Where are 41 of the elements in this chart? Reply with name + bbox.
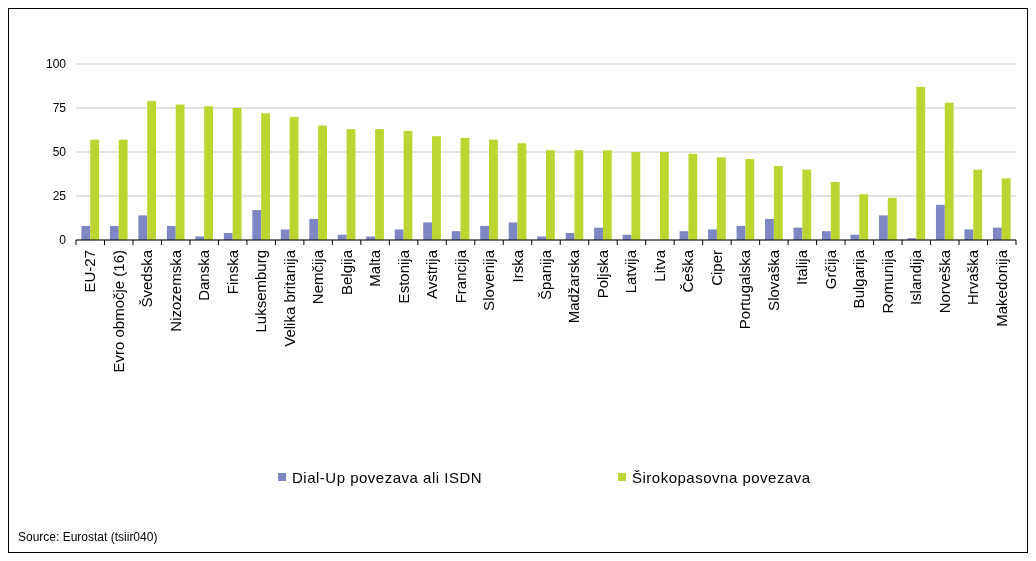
y-tick-label: 0: [59, 233, 67, 248]
x-tick-label: EU-27: [81, 250, 99, 293]
x-tick-label: Bulgarija: [850, 249, 868, 309]
x-tick-label: Slovenija: [480, 249, 498, 311]
source-note: Source: Eurostat (tsiir040): [18, 530, 158, 544]
x-tick-label: Belgija: [337, 249, 355, 296]
x-tick-label: Švedska: [138, 249, 156, 308]
x-tick-label: Nizozemska: [166, 249, 184, 332]
x-tick-label: Portugalska: [736, 249, 754, 330]
x-tick-label: Slovaška: [764, 249, 782, 311]
x-tick-label: Velika britanija: [280, 249, 298, 347]
x-tick-label: Madžarska: [565, 249, 583, 324]
legend-label: Širokopasovna povezava: [632, 469, 811, 487]
x-tick-label: Finska: [223, 249, 241, 295]
y-tick-label: 75: [52, 101, 67, 116]
legend-label: Dial-Up povezava ali ISDN: [292, 469, 483, 487]
x-tick-label: Makedonija: [992, 249, 1010, 327]
x-tick-label: Španija: [537, 249, 554, 301]
x-tick-label: Ciper: [707, 250, 725, 286]
x-tick-label: Italija: [793, 249, 811, 286]
x-tick-label: Češka: [679, 249, 697, 293]
x-tick-label: Litva: [650, 249, 668, 282]
y-tick-label: 50: [52, 145, 67, 160]
x-tick-label: Avstrija: [423, 249, 441, 299]
x-tick-label: Grčija: [821, 249, 839, 290]
x-tick-label: Luksemburg: [252, 250, 270, 333]
x-tick-label: Hrvaška: [964, 249, 982, 306]
y-tick-label: 100: [45, 57, 67, 72]
x-tick-label: Evro območje (16): [109, 250, 127, 373]
x-tick-label: Estonija: [394, 249, 412, 304]
x-tick-label: Poljska: [593, 249, 611, 299]
x-tick-label: Islandija: [907, 249, 925, 306]
x-tick-label: Norveška: [935, 249, 953, 314]
x-tick-label: Romunija: [878, 249, 896, 314]
x-tick-label: Malta: [366, 249, 384, 287]
x-tick-label: Irska: [508, 249, 526, 283]
x-tick-label: Francija: [451, 249, 469, 304]
x-tick-label: Nemčija: [309, 249, 327, 305]
y-tick-label: 25: [52, 189, 67, 204]
x-tick-label: Danska: [195, 249, 213, 301]
x-tick-label: Latvija: [622, 249, 640, 294]
